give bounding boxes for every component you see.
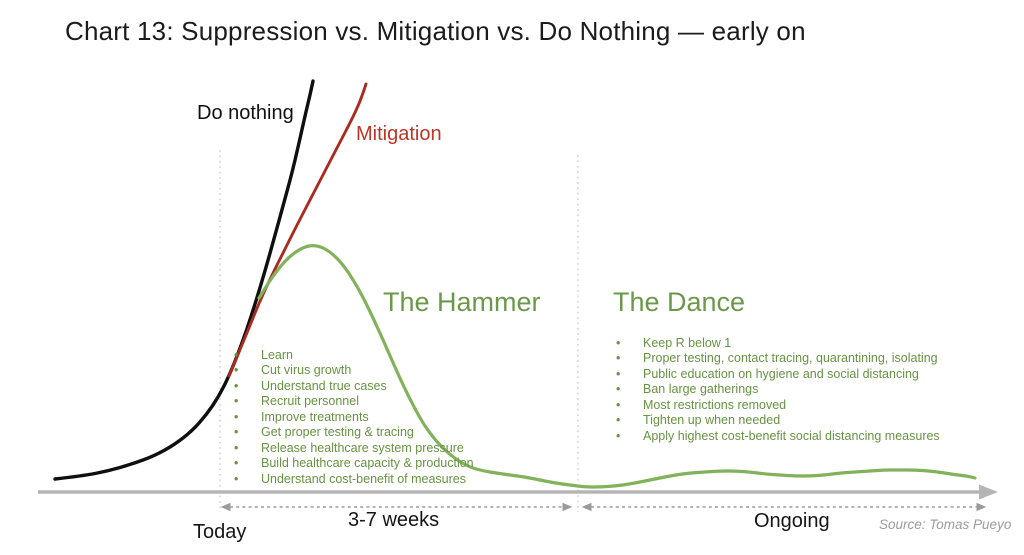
page-title: Chart 13: Suppression vs. Mitigation vs.… (65, 16, 806, 46)
timeline-label-dance-duration: Ongoing (754, 510, 830, 532)
duration-arrow-dance (581, 502, 987, 512)
list-item: Recruit personnel (230, 394, 530, 410)
list-item: Apply highest cost-benefit social distan… (612, 429, 992, 445)
list-item: Understand cost-benefit of measures (230, 472, 530, 488)
duration-arrow-hammer (220, 502, 573, 512)
timeline-label-hammer-duration: 3-7 weeks (348, 509, 440, 531)
dance-bullet-list: Keep R below 1Proper testing, contact tr… (612, 336, 992, 445)
list-item: Get proper testing & tracing (230, 425, 530, 441)
x-axis-arrowhead (979, 484, 998, 500)
list-item: Build healthcare capacity & production (230, 456, 530, 472)
timeline-label-today: Today (193, 521, 247, 543)
list-item: Learn (230, 348, 530, 364)
curve-suppression-hammer-then-dance (257, 244, 977, 489)
source-attribution: Source: Tomas Pueyo (879, 517, 1012, 532)
phase-heading-hammer: The Hammer (383, 287, 541, 317)
list-item: Keep R below 1 (612, 336, 992, 352)
curve-label-mitigation: Mitigation (356, 123, 442, 145)
hammer-bullet-list: LearnCut virus growthUnderstand true cas… (230, 348, 530, 488)
list-item: Tighten up when needed (612, 413, 992, 429)
list-item: Ban large gatherings (612, 382, 992, 398)
curve-label-do-nothing: Do nothing (197, 102, 294, 124)
x-axis (38, 484, 998, 500)
list-item: Release healthcare system pressure (230, 441, 530, 457)
phase-heading-dance: The Dance (613, 287, 746, 317)
list-item: Improve treatments (230, 410, 530, 426)
list-item: Most restrictions removed (612, 398, 992, 414)
list-item: Cut virus growth (230, 363, 530, 379)
curve-mitigation (227, 82, 368, 378)
list-item: Proper testing, contact tracing, quarant… (612, 351, 992, 367)
list-item: Public education on hygiene and social d… (612, 367, 992, 383)
list-item: Understand true cases (230, 379, 530, 395)
